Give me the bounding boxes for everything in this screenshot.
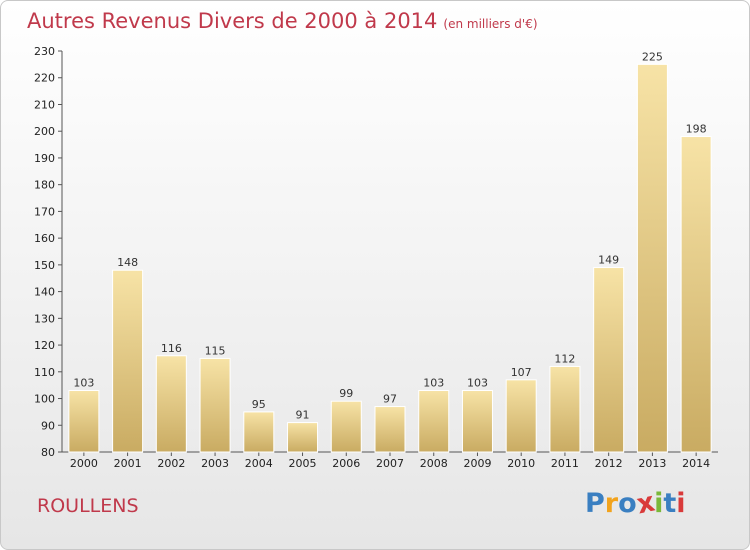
bar-value-label: 107 (511, 366, 532, 379)
bar-value-label: 198 (686, 123, 707, 136)
logo-letter: t (663, 488, 677, 519)
chart-title: Autres Revenus Divers de 2000 à 2014 (en … (27, 9, 538, 33)
x-tick-label: 2004 (245, 457, 273, 470)
y-tick-label: 120 (34, 339, 55, 352)
x-tick-label: 2010 (507, 457, 535, 470)
bar-value-label: 103 (73, 377, 94, 390)
x-tick-label: 2012 (595, 457, 623, 470)
bar-value-label: 99 (339, 387, 353, 400)
bar-value-label: 148 (117, 256, 138, 269)
logo-letter: o (618, 488, 637, 519)
y-tick-label: 180 (34, 179, 55, 192)
x-tick-label: 2007 (376, 457, 404, 470)
bar (593, 267, 625, 453)
bars: 103 148 116 115 95 91 99 97 103 103 107 112 149 225 19… (68, 50, 712, 453)
bar (549, 365, 581, 453)
bar (418, 390, 450, 453)
y-tick-label: 100 (34, 393, 55, 406)
axes: 8090100110120130140150160170180190200210… (34, 45, 718, 470)
bar (680, 136, 712, 453)
bar-value-label: 225 (642, 50, 663, 63)
bar (68, 390, 100, 453)
x-tick-label: 2014 (682, 457, 710, 470)
bar (112, 269, 144, 453)
bar (636, 63, 668, 453)
chart-subtitle: (en milliers d'€) (443, 17, 538, 31)
y-tick-label: 130 (34, 312, 55, 325)
bar-value-label: 112 (554, 352, 575, 365)
commune-name: ROULLENS (37, 495, 139, 517)
y-tick-label: 110 (34, 366, 55, 379)
bar-value-label: 116 (161, 342, 182, 355)
bar-value-label: 103 (423, 377, 444, 390)
y-tick-label: 140 (34, 286, 55, 299)
bar-value-label: 149 (598, 254, 619, 267)
bar (461, 390, 493, 453)
y-tick-label: 90 (41, 419, 55, 432)
bar-value-label: 97 (383, 393, 397, 406)
y-tick-label: 210 (34, 98, 55, 111)
bar (243, 411, 275, 453)
x-tick-label: 2009 (463, 457, 491, 470)
y-tick-label: 190 (34, 152, 55, 165)
x-tick-label: 2013 (638, 457, 666, 470)
x-tick-label: 2008 (420, 457, 448, 470)
x-tick-label: 2005 (289, 457, 317, 470)
x-tick-label: 2001 (114, 457, 142, 470)
bar (155, 355, 187, 453)
x-tick-label: 2006 (332, 457, 360, 470)
bar (374, 406, 406, 453)
title-text: Autres Revenus Divers de 2000 à 2014 (27, 9, 438, 33)
bar-value-label: 95 (252, 398, 266, 411)
x-tick-label: 2002 (157, 457, 185, 470)
logo-letter: P (585, 488, 605, 519)
bar (287, 422, 319, 453)
bar-value-label: 91 (296, 409, 310, 422)
bar (199, 357, 231, 453)
logo-letter: i (654, 488, 664, 519)
y-tick-label: 230 (34, 45, 55, 58)
bar (505, 379, 537, 453)
bar-value-label: 103 (467, 377, 488, 390)
y-tick-label: 220 (34, 72, 55, 85)
x-tick-label: 2003 (201, 457, 229, 470)
bar-value-label: 115 (205, 344, 226, 357)
x-tick-label: 2000 (70, 457, 98, 470)
y-tick-label: 160 (34, 232, 55, 245)
logo-letter: r (604, 488, 619, 519)
y-tick-label: 200 (34, 125, 55, 138)
x-tick-label: 2011 (551, 457, 579, 470)
bar (330, 400, 362, 453)
logo-letter: i (676, 488, 686, 519)
y-tick-label: 150 (34, 259, 55, 272)
y-tick-label: 170 (34, 205, 55, 218)
proxiti-logo: Proxiti (585, 487, 686, 521)
y-tick-label: 80 (41, 446, 55, 459)
